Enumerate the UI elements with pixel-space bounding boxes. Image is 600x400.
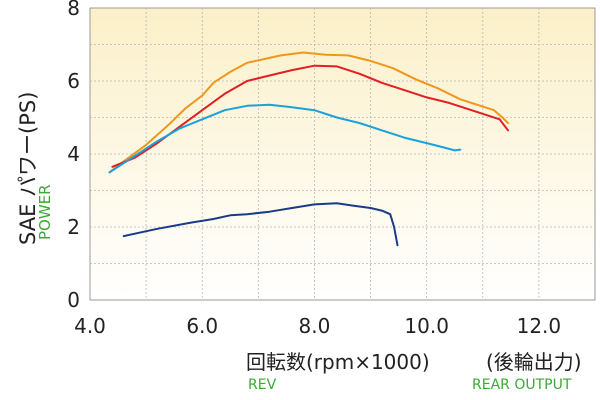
y-tick-label: 2 <box>67 215 80 239</box>
y-tick-label: 8 <box>67 0 80 20</box>
y-tick-label: 4 <box>67 142 80 166</box>
x-axis-label-english: REV <box>248 377 277 393</box>
y-axis-label-english: POWER <box>36 184 54 240</box>
x-axis-label: 回転数(rpm×1000) <box>246 350 430 374</box>
y-tick-label: 6 <box>67 69 80 93</box>
y-tick-label: 0 <box>67 288 80 312</box>
series-line-1 <box>108 51 509 174</box>
series-line-4 <box>122 202 399 247</box>
x-tick-label: 12.0 <box>517 314 562 338</box>
x-tick-label: 6.0 <box>186 314 218 338</box>
series-line-2 <box>111 64 509 168</box>
x-tick-label: 10.0 <box>404 314 449 338</box>
x-tick-label: 8.0 <box>299 314 331 338</box>
x-axis-note-english: REAR OUTPUT <box>472 377 572 393</box>
x-axis-note: (後輪出力) <box>486 350 582 374</box>
series-line-3 <box>108 103 462 174</box>
x-tick-label: 4.0 <box>74 314 106 338</box>
